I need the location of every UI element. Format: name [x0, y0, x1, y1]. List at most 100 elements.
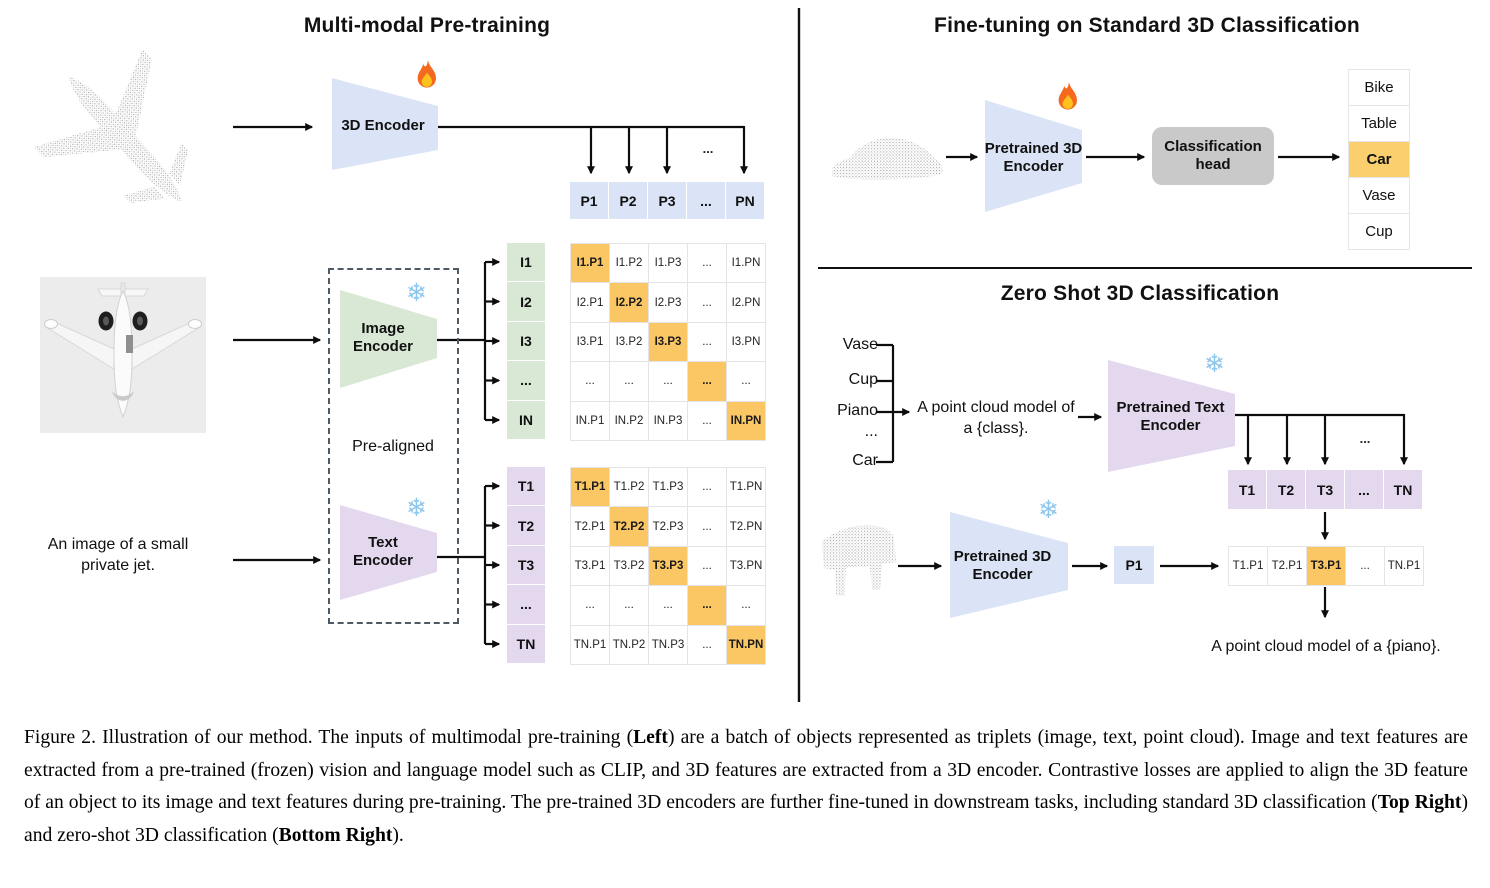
matrix-cell: TN.PN [727, 625, 765, 664]
pretrained-text-encoder-shape [1108, 360, 1235, 472]
class-item: Vase [1349, 178, 1409, 213]
matrix-cell: IN.P3 [649, 401, 687, 440]
p-feature-cell: P3 [648, 182, 686, 219]
result-cell: TN.P1 [1385, 547, 1423, 585]
matrix-cell: T1.P3 [649, 468, 687, 507]
matrix-cell: T3.P3 [649, 546, 687, 586]
p-row: P1 P2 P3... PN [570, 182, 764, 219]
snowflake-icon: ❄ [1204, 350, 1225, 378]
class-word: Cup [848, 371, 878, 388]
matrix-cell: I3.P3 [649, 322, 687, 362]
text-feature-cell: ... [507, 585, 545, 624]
matrix-cell: ... [649, 586, 687, 625]
prompt-template: A point cloud model of a {class}. [917, 399, 1075, 437]
snowflake-icon: ❄ [1038, 496, 1059, 524]
snowflake-icon: ❄ [406, 494, 427, 522]
text-feature-cell: T3 [507, 545, 545, 585]
image-text-caption: An image of a small private jet. [47, 536, 189, 574]
matrix-cell: T1.P1 [571, 468, 609, 507]
p-feature-cell: PN [726, 182, 764, 219]
p1-feature-box: P1 [1114, 546, 1154, 584]
result-cell: T2.P1 [1268, 547, 1306, 585]
p-feature-cell: P1 [570, 182, 608, 219]
image-encoder-shape [340, 290, 437, 388]
matrix-cell: ... [688, 401, 726, 440]
text-encoder-shape [340, 505, 437, 600]
section-dividers [797, 8, 1472, 702]
matrix-cell: T2.PN [727, 507, 765, 546]
text-feature-cell: T1 [1228, 470, 1266, 509]
image-encoder-label: Image Encoder [352, 320, 413, 355]
result-row: T1.P1 T2.P1 T3.P1... TN.P1 [1228, 546, 1424, 586]
text-feature-cell: TN [1384, 470, 1422, 509]
matrix-cell: T2.P3 [649, 507, 687, 546]
matrix-cell: I1.PN [727, 244, 765, 283]
text-feature-cell: T3 [1306, 470, 1344, 509]
text-feature-cell: T2 [507, 506, 545, 545]
matrix-cell: I1.P3 [649, 244, 687, 283]
matrix-cell: I3.P1 [571, 322, 609, 362]
result-cell: T3.P1 [1307, 547, 1345, 585]
result-caption: A point cloud model of a {piano}. [1211, 638, 1441, 655]
matrix-cell: I2.PN [727, 283, 765, 322]
matrix-cell: I2.P3 [649, 283, 687, 322]
matrix-cell: T1.PN [727, 468, 765, 507]
class-word: Piano [837, 402, 878, 419]
caption-bold-segment: Left [633, 727, 668, 748]
matrix-cell: I2.P2 [610, 283, 648, 322]
matrix-cell: I3.PN [727, 322, 765, 362]
matrix-cell: I2.P1 [571, 283, 609, 322]
caption-segment: ) are a batch of objects represented as … [24, 727, 1469, 814]
jet-image [40, 277, 206, 433]
zeroshot-section-title: Zero Shot 3D Classification [1000, 282, 1280, 305]
class-list: Bike Table Car Vase Cup [1348, 69, 1410, 250]
pretrained-3d-encoder-shape [985, 100, 1082, 212]
encoder-3d-label: 3D Encoder [341, 117, 425, 134]
zs-pretrained-3d-encoder-shape [950, 512, 1068, 618]
car-point-cloud [831, 137, 943, 180]
image-feature-cell: I3 [507, 321, 545, 361]
class-words: Vase Cup Piano... Car [808, 330, 878, 470]
matrix-cell: T3.PN [727, 546, 765, 586]
matrix-cell: ... [571, 362, 609, 401]
figure-caption: Figure 2. Illustration of our method. Th… [24, 722, 1468, 852]
text-encoder-label: Text Encoder [352, 534, 413, 569]
image-feature-cell: ... [507, 361, 545, 400]
class-item: Table [1349, 106, 1409, 141]
zs-pretrained-3d-encoder-label: Pretrained 3D Encoder [953, 548, 1052, 583]
matrix-cell: T3.P2 [610, 546, 648, 586]
matrix-cell: T2.P2 [610, 507, 648, 546]
matrix-cell: ... [571, 586, 609, 625]
matrix-cell: T2.P1 [571, 507, 609, 546]
flame-icon [1058, 82, 1077, 110]
image-feature-cell: I2 [507, 282, 545, 321]
matrix-cell: TN.P2 [610, 625, 648, 664]
i-matrix: I1.P1 I1.P2 I1.P3... I1.PN I2.P1 I2.P2 I2.P3..… [570, 243, 766, 441]
matrix-cell: ... [610, 362, 648, 401]
matrix-cell: ... [688, 283, 726, 322]
class-word: Car [852, 452, 878, 469]
text-feature-cell: T2 [1267, 470, 1305, 509]
arrows [233, 123, 1408, 648]
class-word: Vase [842, 336, 878, 353]
class-item: Car [1349, 142, 1409, 177]
pretrained-text-encoder-label: Pretrained Text Encoder [1116, 399, 1225, 434]
result-cell: T1.P1 [1229, 547, 1267, 585]
text-feature-cell: TN [507, 624, 545, 663]
matrix-cell: ... [688, 507, 726, 546]
image-feature-cell: IN [507, 400, 545, 439]
t-col: T1 T2 T3... TN [507, 467, 545, 663]
matrix-cell: IN.P2 [610, 401, 648, 440]
prealigned-box [328, 268, 459, 624]
matrix-cell: I1.P2 [610, 244, 648, 283]
matrix-cell: T1.P2 [610, 468, 648, 507]
class-item: Cup [1349, 214, 1409, 249]
caption-bold-segment: Bottom Right [278, 824, 393, 846]
p-row-ellipsis: ... [702, 141, 714, 156]
matrix-cell: I1.P1 [571, 244, 609, 283]
text-feature-cell: ... [1345, 470, 1383, 509]
matrix-cell: ... [727, 362, 765, 401]
caption-bold-segment: Top Right [1377, 792, 1462, 814]
matrix-cell: T3.P1 [571, 546, 609, 586]
